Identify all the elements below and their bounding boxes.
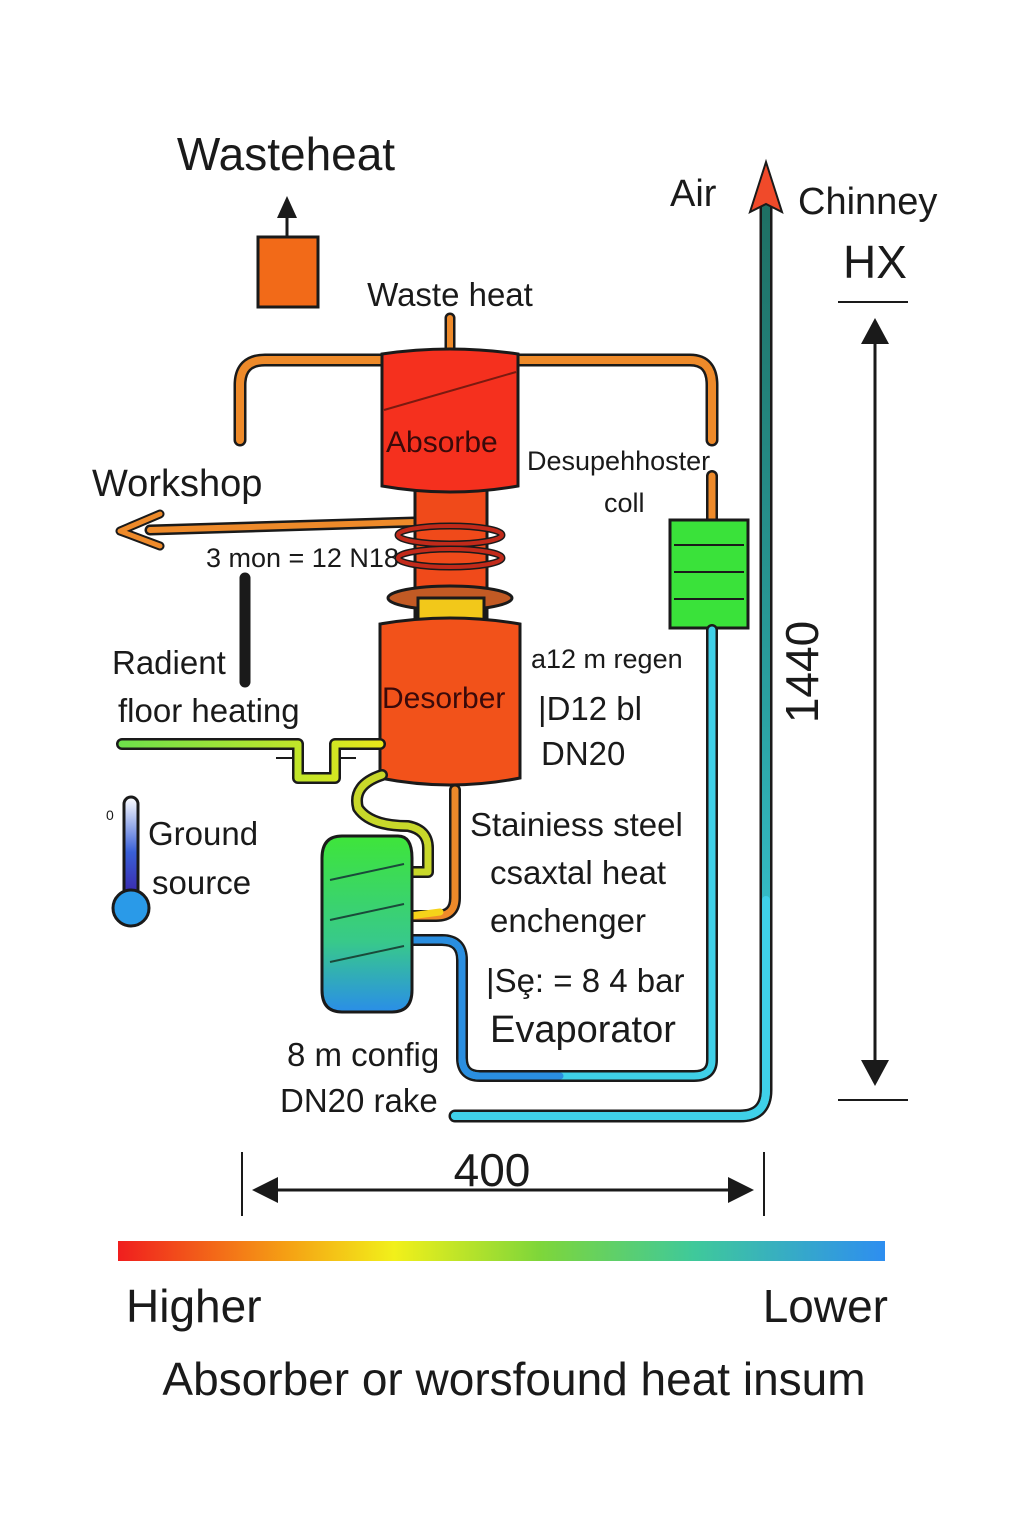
wasteheat-box xyxy=(256,235,320,309)
wasteheat-arrow-head xyxy=(277,196,297,218)
desorber-evaporator-pipes xyxy=(351,769,461,922)
radient-pipe-outline xyxy=(116,738,386,784)
desuperheater-label-2: coll xyxy=(604,488,645,518)
coil-ring-1 xyxy=(396,524,504,546)
evaporator-hatch-2 xyxy=(329,903,405,921)
temperature-legend: Higher Lower xyxy=(118,1241,888,1332)
evaporator-label: Evaporator xyxy=(490,1009,676,1051)
ground-label-1: Ground xyxy=(148,815,258,852)
hx-desc-label-3: enchenger xyxy=(490,902,646,939)
radient-label-1: Radient xyxy=(112,644,226,681)
height-dimension: 1440 xyxy=(776,301,908,1101)
central-column xyxy=(378,347,522,787)
chimney-lower-cyan xyxy=(451,896,770,1120)
right-manifold-outline xyxy=(509,353,719,447)
width-dimension: 400 xyxy=(241,1144,765,1216)
ground-label-2: source xyxy=(152,864,251,901)
workshop-label: Workshop xyxy=(92,463,262,505)
height-arrow-bottom xyxy=(861,1060,889,1086)
wasteheat-title: Wasteheat xyxy=(177,128,395,180)
desuperheater-box xyxy=(668,518,750,630)
workshop-arrow-head xyxy=(117,511,163,549)
radient-floor-heating xyxy=(116,572,386,784)
workshop-pipe xyxy=(147,519,418,533)
regen-label-2: |D12 bl xyxy=(538,690,642,727)
evaporator-hatch-1 xyxy=(329,863,405,881)
left-manifold-outline xyxy=(233,353,391,447)
top-manifold-pipes xyxy=(233,312,719,526)
legend-high-label: Higher xyxy=(126,1280,262,1332)
chimney-arrow-head xyxy=(748,158,784,214)
regen-label-3: DN20 xyxy=(541,735,625,772)
legend-low-label: Lower xyxy=(763,1280,888,1332)
workshop-line xyxy=(115,509,421,551)
height-arrow-top xyxy=(861,318,889,344)
width-arrow-right xyxy=(728,1177,754,1203)
desuperheater-label-1: Desupehhoster xyxy=(527,446,710,476)
ground-source-thermometer: 0 xyxy=(106,795,151,928)
yellow-return-segment xyxy=(406,908,444,920)
chimney-label: Chinney xyxy=(798,181,937,223)
caption: Absorber or worsfound heat insum xyxy=(162,1353,865,1405)
evaporator-group xyxy=(320,834,414,1014)
thermometer-bulb xyxy=(111,888,151,928)
pressure-label: |Sȩ: = 8 4 bar xyxy=(486,962,684,999)
legend-gradient-bar xyxy=(118,1241,885,1261)
evaporator-vessel xyxy=(320,834,414,1014)
thermometer-zero: 0 xyxy=(106,807,114,823)
desorber-vessel xyxy=(378,616,522,787)
coil-ring-2 xyxy=(396,547,504,569)
chimney-riser xyxy=(448,158,784,1123)
absorber-vessel xyxy=(380,347,520,494)
absorber-hatch xyxy=(383,371,517,411)
height-dimension-label: 1440 xyxy=(776,621,828,723)
blue-loop-segment xyxy=(406,936,564,1080)
coil-spec-label: 3 mon = 12 N18 xyxy=(206,543,399,573)
radient-pipe xyxy=(118,740,384,782)
hx-desc-label-1: Stainiess steel xyxy=(470,806,683,843)
radient-label-2: floor heating xyxy=(118,692,300,729)
desorber-label: Desorber xyxy=(382,682,505,715)
width-dimension-label: 400 xyxy=(454,1144,531,1196)
width-arrow-left xyxy=(252,1177,278,1203)
cyan-return-loop xyxy=(404,624,718,1082)
absorber-label: Absorbe xyxy=(386,426,498,459)
config-label-1: 8 m config xyxy=(287,1036,439,1073)
evaporator-hatch-3 xyxy=(329,945,405,963)
left-manifold-pipe xyxy=(236,356,388,444)
wasteheat-box-group: Wasteheat xyxy=(177,128,395,309)
hx-desc-label-2: csaxtal heat xyxy=(490,854,666,891)
air-label: Air xyxy=(670,173,717,215)
regen-label-1: a12 m regen xyxy=(531,644,683,674)
config-label-2: DN20 rake xyxy=(280,1082,438,1119)
desuperheater-coil xyxy=(668,518,750,630)
yellow-green-pipe xyxy=(353,771,432,876)
waste-heat-label: Waste heat xyxy=(367,276,533,313)
right-manifold-pipe xyxy=(512,356,716,444)
hx-label: HX xyxy=(843,236,907,288)
